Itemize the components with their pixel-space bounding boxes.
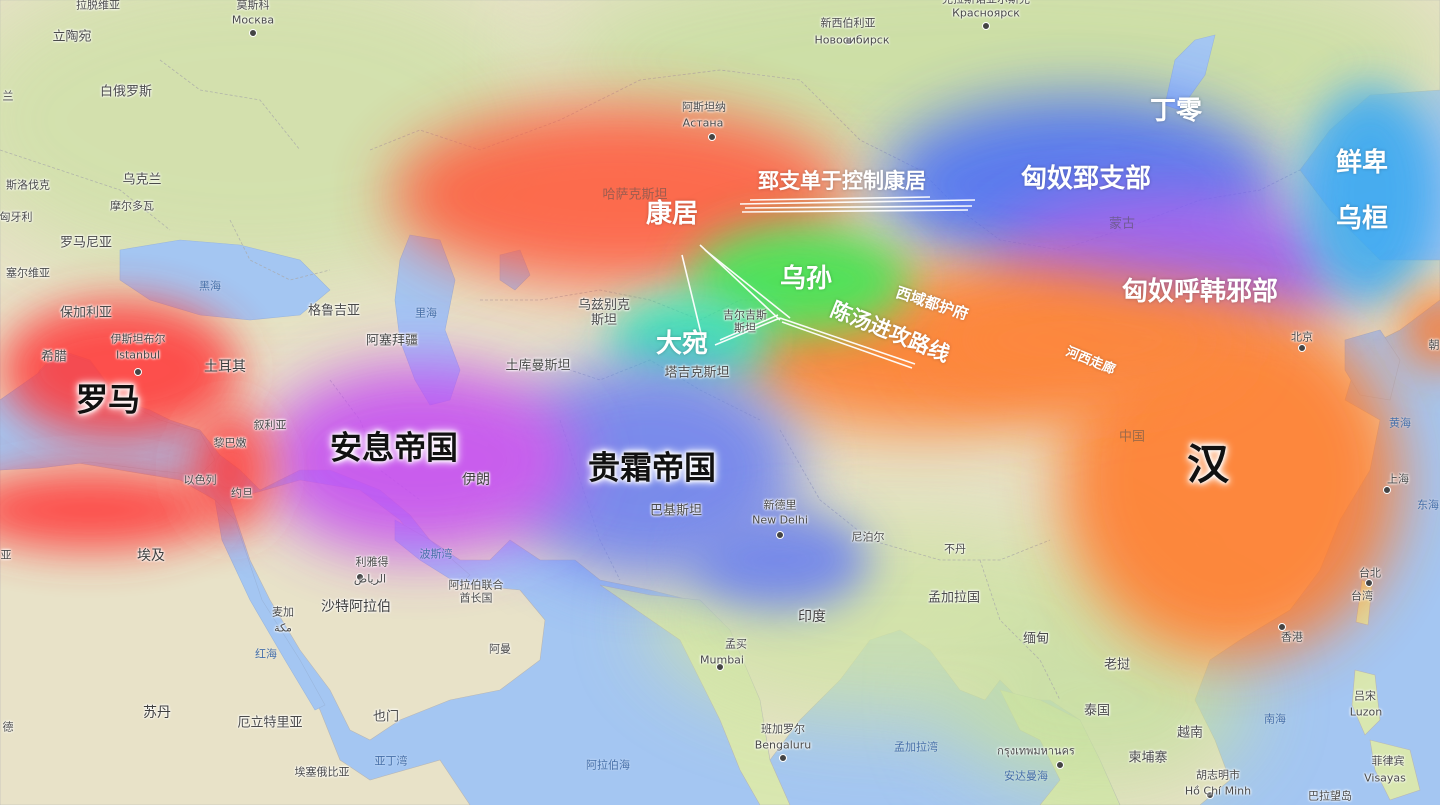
city-dot-hong-kong	[1278, 623, 1286, 631]
region-rome-levant	[190, 410, 270, 530]
city-dot-bangkok	[1056, 761, 1064, 769]
city-dot-bengaluru	[779, 754, 787, 762]
city-dot-hcmc	[1206, 791, 1214, 799]
city-dot-novosibirsk	[845, 37, 853, 45]
region-rome-africa	[0, 470, 220, 550]
city-dot-shanghai	[1383, 486, 1391, 494]
city-dot-mumbai	[716, 663, 724, 671]
city-dot-krasnoyarsk	[982, 22, 990, 30]
city-dot-moscow	[249, 29, 257, 37]
city-dot-astana	[708, 133, 716, 141]
region-xianbei	[1300, 85, 1440, 305]
region-rome-east	[0, 300, 240, 440]
city-dot-taipei	[1365, 579, 1373, 587]
region-han-edge	[1400, 290, 1440, 370]
region-parthia	[260, 365, 580, 555]
route-lines	[681, 196, 976, 369]
region-hexi	[920, 280, 1240, 400]
city-dot-beijing	[1298, 344, 1306, 352]
region-kushan-south	[690, 510, 870, 610]
city-dot-new-delhi	[776, 531, 784, 539]
city-dot-riyadh	[356, 573, 364, 581]
city-dot-istanbul	[134, 368, 142, 376]
